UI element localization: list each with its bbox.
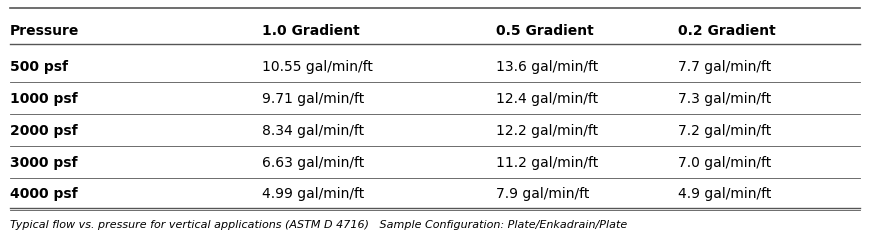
- Text: 500 psf: 500 psf: [10, 60, 68, 74]
- Text: 4.99 gal/min/ft: 4.99 gal/min/ft: [262, 187, 363, 201]
- Text: 8.34 gal/min/ft: 8.34 gal/min/ft: [262, 124, 363, 138]
- Text: 11.2 gal/min/ft: 11.2 gal/min/ft: [495, 155, 597, 169]
- Text: 3000 psf: 3000 psf: [10, 155, 77, 169]
- Text: 12.4 gal/min/ft: 12.4 gal/min/ft: [495, 92, 597, 106]
- Text: Pressure: Pressure: [10, 24, 79, 38]
- Text: 12.2 gal/min/ft: 12.2 gal/min/ft: [495, 124, 597, 138]
- Text: 7.2 gal/min/ft: 7.2 gal/min/ft: [677, 124, 770, 138]
- Text: 9.71 gal/min/ft: 9.71 gal/min/ft: [262, 92, 363, 106]
- Text: 13.6 gal/min/ft: 13.6 gal/min/ft: [495, 60, 597, 74]
- Text: 10.55 gal/min/ft: 10.55 gal/min/ft: [262, 60, 372, 74]
- Text: 1000 psf: 1000 psf: [10, 92, 77, 106]
- Text: 4000 psf: 4000 psf: [10, 187, 77, 201]
- Text: 0.2 Gradient: 0.2 Gradient: [677, 24, 774, 38]
- Text: 7.9 gal/min/ft: 7.9 gal/min/ft: [495, 187, 588, 201]
- Text: 6.63 gal/min/ft: 6.63 gal/min/ft: [262, 155, 363, 169]
- Text: 1.0 Gradient: 1.0 Gradient: [262, 24, 359, 38]
- Text: 7.3 gal/min/ft: 7.3 gal/min/ft: [677, 92, 770, 106]
- Text: 7.0 gal/min/ft: 7.0 gal/min/ft: [677, 155, 770, 169]
- Text: 0.5 Gradient: 0.5 Gradient: [495, 24, 593, 38]
- Text: 4.9 gal/min/ft: 4.9 gal/min/ft: [677, 187, 770, 201]
- Text: 7.7 gal/min/ft: 7.7 gal/min/ft: [677, 60, 770, 74]
- Text: Typical flow vs. pressure for vertical applications (ASTM D 4716)   Sample Confi: Typical flow vs. pressure for vertical a…: [10, 220, 627, 230]
- Text: 2000 psf: 2000 psf: [10, 124, 77, 138]
